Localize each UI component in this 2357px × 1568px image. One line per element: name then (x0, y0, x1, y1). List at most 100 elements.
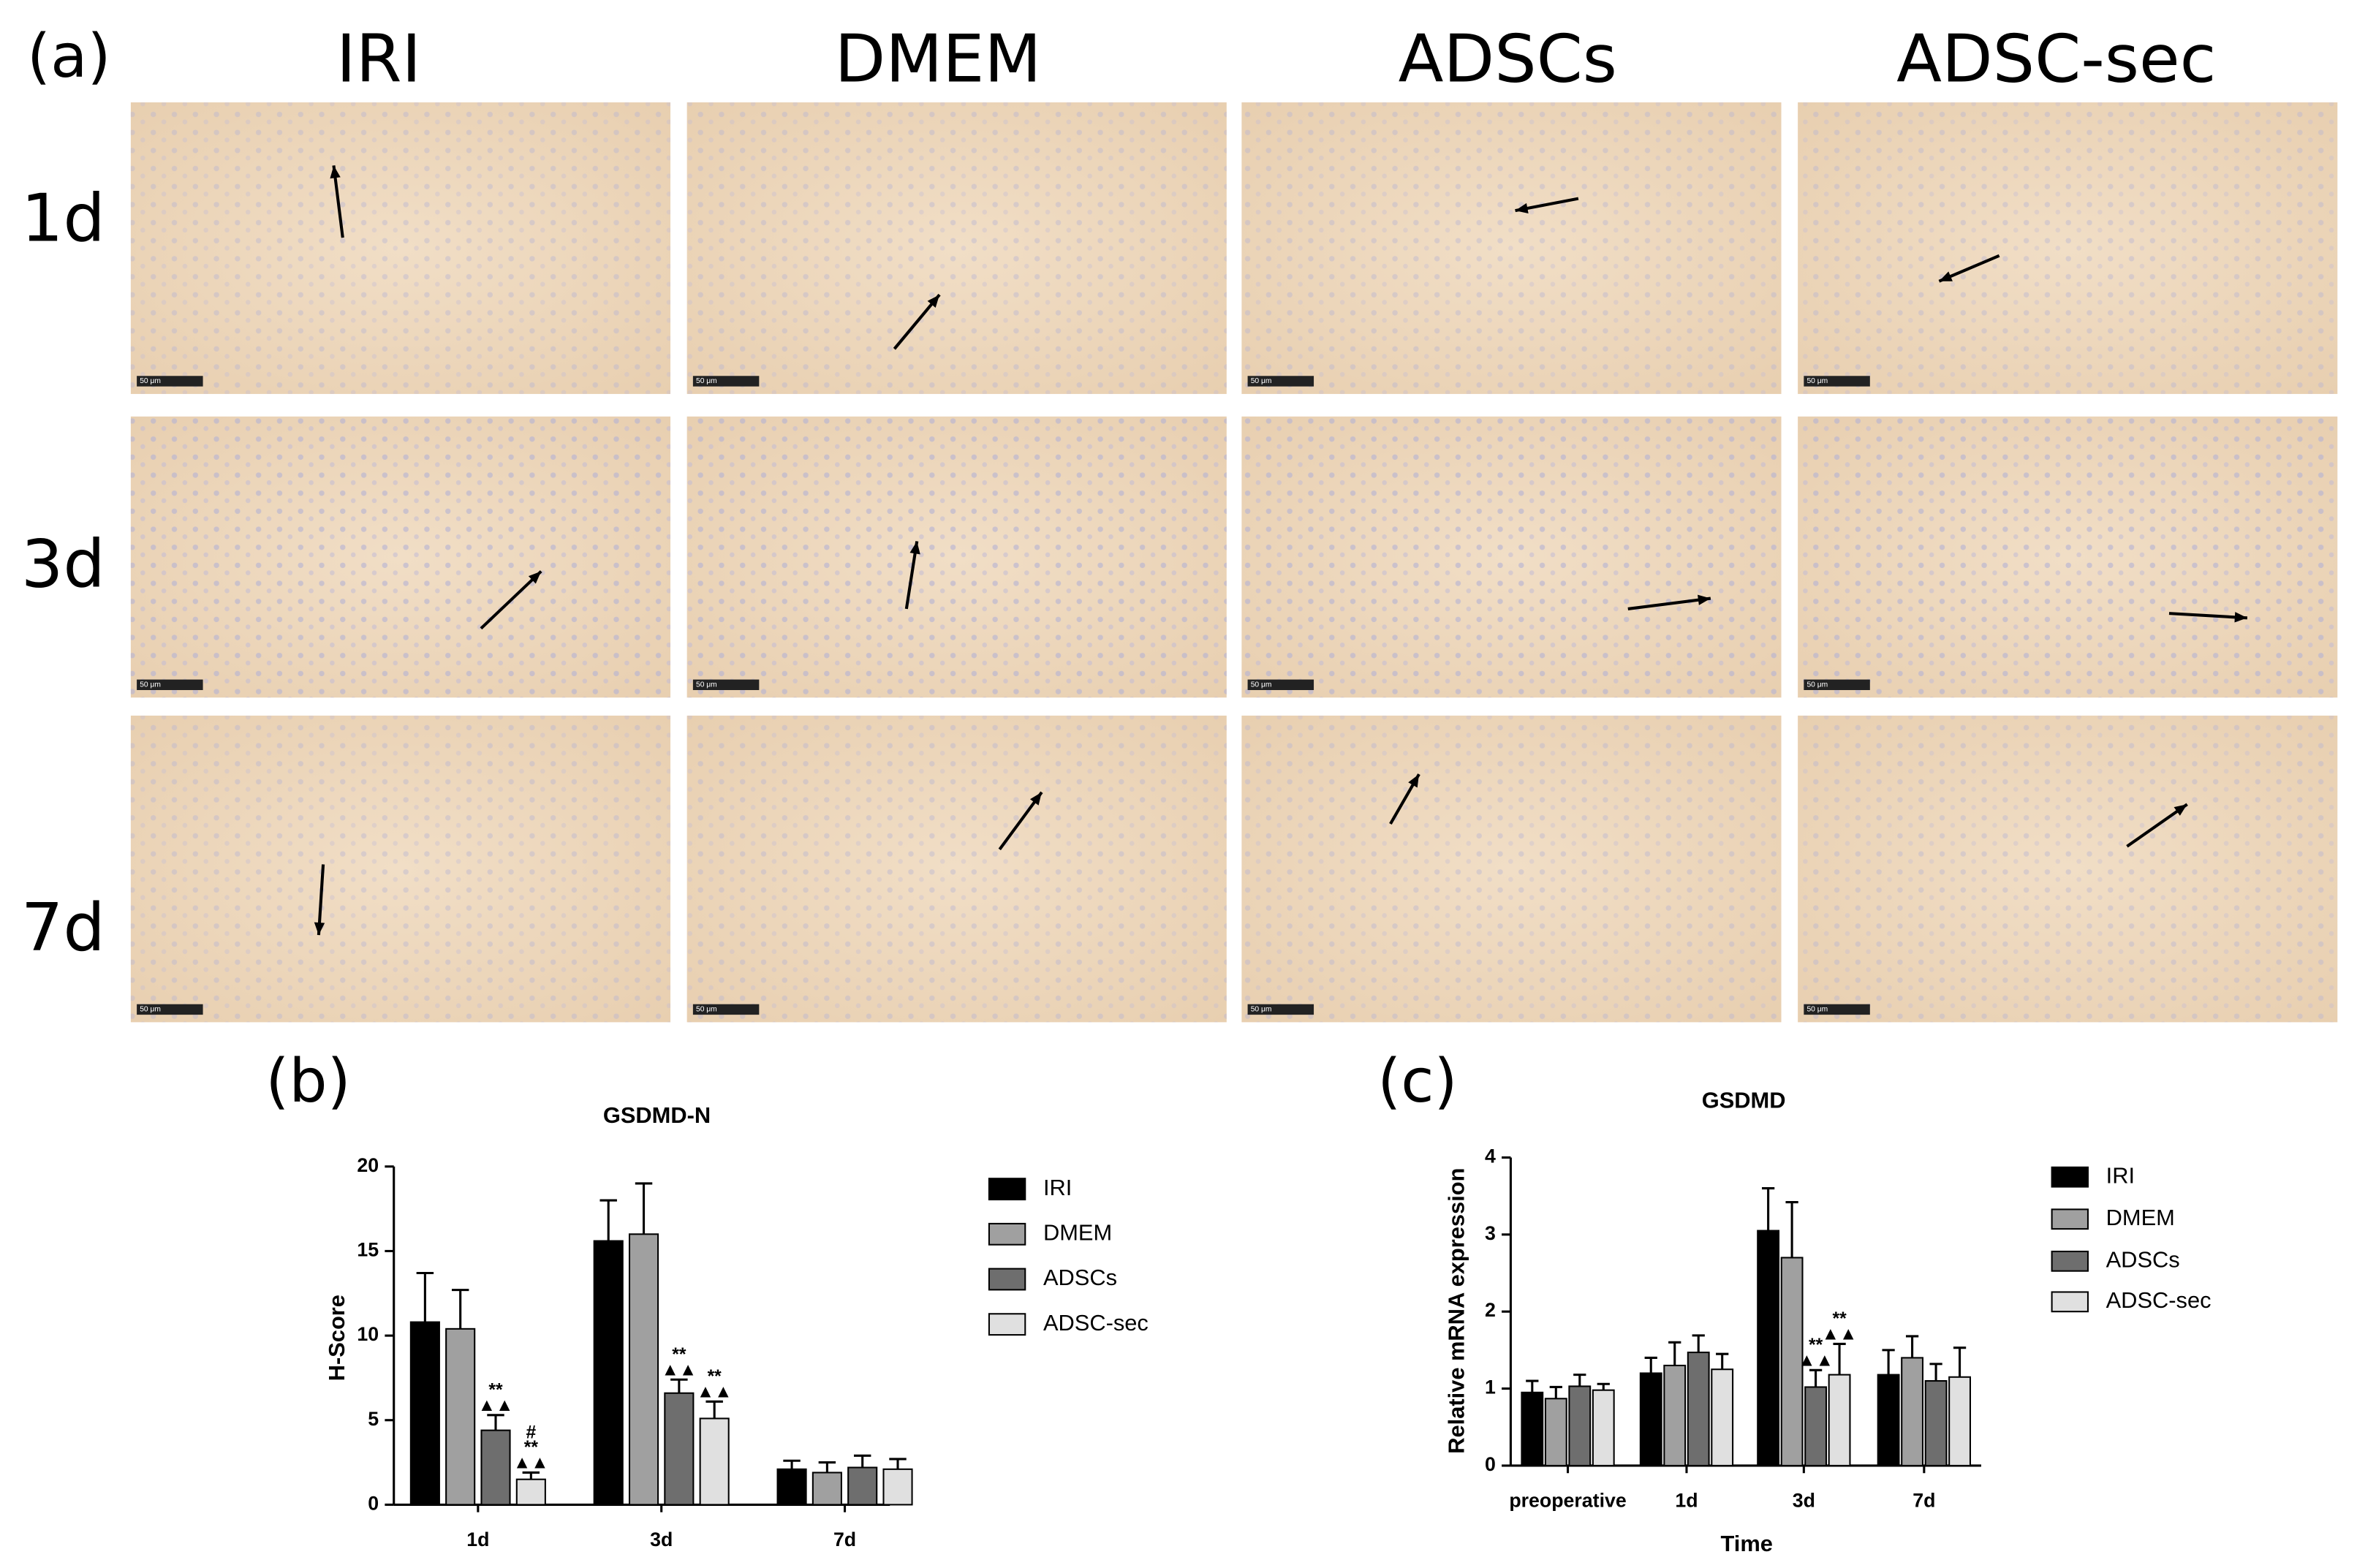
legend-label: ADSCs (2106, 1246, 2180, 1272)
x-tick-label: 7d (833, 1529, 856, 1550)
panel-label: (c) (1377, 1047, 1457, 1116)
arrow-head (330, 165, 341, 179)
micrograph-texture (686, 715, 1227, 1023)
scale-bar (137, 1004, 203, 1015)
panel-label: (a) (27, 22, 111, 91)
arrow-head (1698, 594, 1711, 605)
legend-swatch (2051, 1208, 2089, 1230)
scale-bar (1804, 679, 1870, 690)
x-tick-label: 1d (466, 1529, 489, 1550)
bar (409, 1321, 440, 1506)
scale-bar (1247, 376, 1314, 387)
bar (1687, 1352, 1710, 1466)
micrograph-texture (130, 102, 671, 394)
scale-bar (1804, 1004, 1870, 1015)
micrograph-texture (130, 715, 671, 1023)
significance-label: ** (524, 1438, 539, 1458)
significance-label: ▲▲ (1798, 1350, 1834, 1370)
scale-bar-label: 50 μm (1251, 1006, 1272, 1014)
scale-bar-label: 50 μm (1806, 681, 1828, 689)
micrograph-texture (1798, 715, 2338, 1023)
arrow-head (927, 295, 940, 308)
bar (1877, 1374, 1900, 1466)
chart-title: GSDMD-N (603, 1102, 711, 1128)
arrow (1627, 596, 1711, 611)
legend-swatch (2051, 1250, 2089, 1272)
column-label: ADSC-sec (1896, 20, 2216, 97)
bar (882, 1468, 913, 1506)
significance-label: ** (1832, 1309, 1847, 1329)
bar (1901, 1357, 1924, 1466)
scale-bar-label: 50 μm (1251, 681, 1272, 689)
arrow-head (314, 922, 325, 936)
y-axis-label: Relative mRNA expression (1444, 1168, 1469, 1454)
legend-swatch (988, 1178, 1026, 1201)
bar (1711, 1368, 1734, 1466)
bar (480, 1429, 511, 1506)
y-tick-label: 10 (357, 1323, 379, 1345)
arrow-head (1515, 202, 1529, 213)
arrow-head (2234, 612, 2247, 623)
micrograph-texture (686, 416, 1227, 698)
x-tick-label: 1d (1675, 1489, 1698, 1511)
x-tick-label: preoperative (1509, 1489, 1626, 1511)
bar (1568, 1385, 1592, 1466)
x-axis-label: Time (1721, 1531, 1773, 1556)
column-label: DMEM (835, 20, 1042, 97)
x-tick-label: 3d (1793, 1489, 1815, 1511)
scale-bar (137, 376, 203, 387)
scale-bar (692, 376, 760, 387)
scale-bar-label: 50 μm (696, 377, 717, 385)
bar (1544, 1398, 1567, 1466)
bar (1592, 1389, 1615, 1466)
legend-swatch (988, 1268, 1026, 1291)
scale-bar-label: 50 μm (1251, 377, 1272, 385)
scale-bar (1804, 376, 1870, 387)
y-tick-label: 3 (1485, 1222, 1496, 1244)
bar (593, 1240, 624, 1506)
bar (515, 1478, 546, 1506)
legend-label: DMEM (2106, 1205, 2175, 1230)
legend-swatch (2051, 1291, 2089, 1313)
significance-label: # (526, 1423, 536, 1443)
bar (1639, 1372, 1662, 1466)
bar (776, 1468, 807, 1506)
legend-label: IRI (1043, 1175, 1072, 1200)
arrow-head (2173, 804, 2187, 816)
bar (628, 1233, 659, 1506)
scale-bar (1247, 679, 1314, 690)
scale-bar-label: 50 μm (140, 1006, 161, 1014)
legend-label: ADSCs (1043, 1265, 1117, 1290)
chart-title: GSDMD (1702, 1088, 1786, 1113)
y-axis-label: H-Score (324, 1295, 349, 1381)
y-tick-label: 15 (357, 1239, 379, 1261)
legend-swatch (988, 1222, 1026, 1246)
significance-label: ▲▲ (478, 1395, 514, 1415)
scale-bar (692, 679, 760, 690)
arrow (2168, 612, 2248, 620)
bar (847, 1466, 878, 1506)
significance-label: ** (708, 1367, 722, 1387)
significance-label: ** (1809, 1336, 1823, 1355)
x-tick-label: 7d (1913, 1489, 1935, 1511)
significance-label: ▲▲ (661, 1360, 697, 1379)
significance-label: ▲▲ (1822, 1325, 1858, 1344)
arrow-head (1939, 271, 1953, 281)
micrograph-texture (686, 102, 1227, 394)
column-label: IRI (336, 20, 421, 97)
bar (1924, 1380, 1948, 1466)
legend-label: ADSC-sec (2106, 1287, 2212, 1313)
bar (1780, 1257, 1804, 1466)
scale-bar-label: 50 μm (696, 1006, 717, 1014)
arrow-head (528, 571, 542, 584)
legend-label: IRI (2106, 1162, 2135, 1188)
arrow-head (1029, 792, 1042, 806)
bar (1828, 1374, 1851, 1466)
significance-label: ** (672, 1345, 686, 1365)
scale-bar-label: 50 μm (696, 681, 717, 689)
significance-label: ** (488, 1380, 503, 1400)
scale-bar-label: 50 μm (1806, 1006, 1828, 1014)
row-label: 1d (21, 180, 105, 257)
bar (699, 1417, 730, 1506)
